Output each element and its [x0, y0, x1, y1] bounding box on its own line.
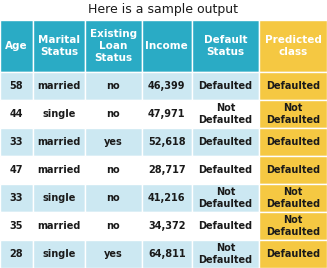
- Text: Marital
Status: Marital Status: [38, 35, 80, 57]
- Bar: [0, 184, 33, 212]
- Bar: [85, 184, 142, 212]
- Text: Here is a sample output: Here is a sample output: [89, 3, 238, 17]
- Text: single: single: [42, 193, 76, 203]
- Text: Not
Defaulted: Not Defaulted: [198, 243, 253, 265]
- Bar: [0, 100, 33, 128]
- Text: no: no: [107, 221, 120, 231]
- Text: Income: Income: [146, 41, 188, 51]
- Bar: [85, 72, 142, 100]
- Bar: [192, 20, 259, 72]
- Bar: [85, 240, 142, 268]
- Text: Predicted
class: Predicted class: [265, 35, 322, 57]
- Text: Not
Defaulted: Not Defaulted: [266, 215, 320, 237]
- Bar: [33, 100, 85, 128]
- Text: yes: yes: [104, 249, 123, 259]
- Text: married: married: [37, 221, 80, 231]
- Bar: [0, 240, 33, 268]
- Bar: [0, 212, 33, 240]
- Text: single: single: [42, 109, 76, 119]
- Bar: [142, 128, 192, 156]
- Text: 58: 58: [9, 81, 23, 91]
- Text: 33: 33: [9, 137, 23, 147]
- Text: Not
Defaulted: Not Defaulted: [266, 103, 320, 125]
- Text: Not
Defaulted: Not Defaulted: [198, 103, 253, 125]
- Text: no: no: [107, 109, 120, 119]
- Bar: [192, 184, 259, 212]
- Bar: [85, 20, 142, 72]
- Bar: [192, 240, 259, 268]
- Bar: [259, 100, 327, 128]
- Text: 28,717: 28,717: [148, 165, 186, 175]
- Text: Age: Age: [5, 41, 28, 51]
- Bar: [259, 184, 327, 212]
- Bar: [192, 156, 259, 184]
- Text: no: no: [107, 81, 120, 91]
- Text: single: single: [42, 249, 76, 259]
- Text: married: married: [37, 165, 80, 175]
- Text: 41,216: 41,216: [148, 193, 185, 203]
- Text: married: married: [37, 137, 80, 147]
- Bar: [0, 20, 33, 72]
- Bar: [33, 184, 85, 212]
- Bar: [192, 128, 259, 156]
- Bar: [33, 156, 85, 184]
- Text: married: married: [37, 81, 80, 91]
- Text: Not
Defaulted: Not Defaulted: [198, 187, 253, 209]
- Bar: [0, 156, 33, 184]
- Bar: [259, 212, 327, 240]
- Text: 64,811: 64,811: [148, 249, 186, 259]
- Text: Not
Defaulted: Not Defaulted: [266, 187, 320, 209]
- Text: Defaulted: Defaulted: [198, 165, 253, 175]
- Text: yes: yes: [104, 137, 123, 147]
- Bar: [192, 212, 259, 240]
- Text: 34,372: 34,372: [148, 221, 185, 231]
- Bar: [85, 212, 142, 240]
- Bar: [142, 184, 192, 212]
- Text: Defaulted: Defaulted: [266, 165, 320, 175]
- Text: Defaulted: Defaulted: [266, 137, 320, 147]
- Bar: [259, 128, 327, 156]
- Bar: [142, 240, 192, 268]
- Bar: [33, 72, 85, 100]
- Bar: [259, 72, 327, 100]
- Bar: [142, 20, 192, 72]
- Text: 47,971: 47,971: [148, 109, 185, 119]
- Text: Defaulted: Defaulted: [266, 81, 320, 91]
- Bar: [259, 240, 327, 268]
- Bar: [259, 156, 327, 184]
- Text: Default
Status: Default Status: [204, 35, 248, 57]
- Text: Existing
Loan
Status: Existing Loan Status: [90, 29, 137, 63]
- Bar: [259, 20, 327, 72]
- Text: Defaulted: Defaulted: [198, 81, 253, 91]
- Text: no: no: [107, 165, 120, 175]
- Bar: [142, 212, 192, 240]
- Bar: [0, 72, 33, 100]
- Text: 52,618: 52,618: [148, 137, 186, 147]
- Text: Defaulted: Defaulted: [266, 249, 320, 259]
- Text: 35: 35: [9, 221, 23, 231]
- Bar: [142, 100, 192, 128]
- Text: Defaulted: Defaulted: [198, 221, 253, 231]
- Text: 28: 28: [9, 249, 23, 259]
- Bar: [142, 72, 192, 100]
- Bar: [33, 212, 85, 240]
- Bar: [142, 156, 192, 184]
- Text: Defaulted: Defaulted: [198, 137, 253, 147]
- Bar: [33, 128, 85, 156]
- Text: no: no: [107, 193, 120, 203]
- Text: 44: 44: [9, 109, 23, 119]
- Bar: [33, 240, 85, 268]
- Text: 47: 47: [9, 165, 23, 175]
- Bar: [85, 156, 142, 184]
- Bar: [85, 100, 142, 128]
- Bar: [0, 128, 33, 156]
- Bar: [192, 100, 259, 128]
- Text: 46,399: 46,399: [148, 81, 185, 91]
- Bar: [33, 20, 85, 72]
- Bar: [192, 72, 259, 100]
- Text: 33: 33: [9, 193, 23, 203]
- Bar: [85, 128, 142, 156]
